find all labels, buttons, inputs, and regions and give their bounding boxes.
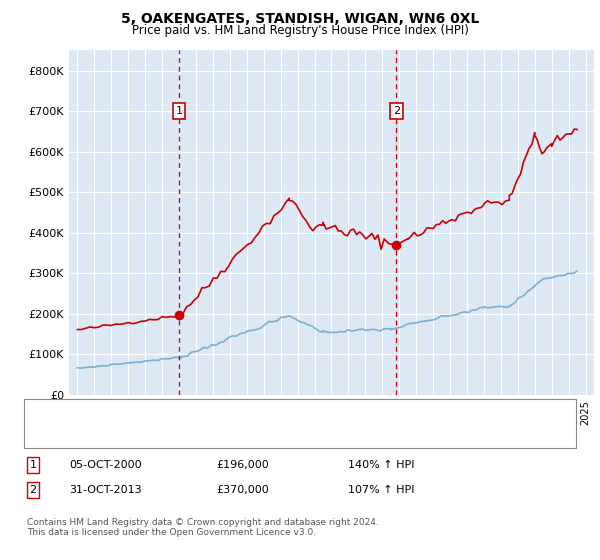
Text: Price paid vs. HM Land Registry's House Price Index (HPI): Price paid vs. HM Land Registry's House … [131, 24, 469, 36]
Text: 5, OAKENGATES, STANDISH, WIGAN, WN6 0XL: 5, OAKENGATES, STANDISH, WIGAN, WN6 0XL [121, 12, 479, 26]
Text: 05-OCT-2000: 05-OCT-2000 [69, 460, 142, 470]
Text: £370,000: £370,000 [216, 485, 269, 495]
Text: HPI: Average price, detached house, Wigan: HPI: Average price, detached house, Wiga… [75, 428, 301, 438]
Text: 107% ↑ HPI: 107% ↑ HPI [348, 485, 415, 495]
Text: 1: 1 [29, 460, 37, 470]
Text: 2: 2 [29, 485, 37, 495]
Text: 1: 1 [176, 106, 182, 116]
Text: 140% ↑ HPI: 140% ↑ HPI [348, 460, 415, 470]
Text: 2: 2 [393, 106, 400, 116]
Text: £196,000: £196,000 [216, 460, 269, 470]
Text: 5, OAKENGATES, STANDISH, WIGAN, WN6 0XL (detached house): 5, OAKENGATES, STANDISH, WIGAN, WN6 0XL … [75, 409, 409, 419]
Text: Contains HM Land Registry data © Crown copyright and database right 2024.
This d: Contains HM Land Registry data © Crown c… [27, 518, 379, 538]
Text: 31-OCT-2013: 31-OCT-2013 [69, 485, 142, 495]
